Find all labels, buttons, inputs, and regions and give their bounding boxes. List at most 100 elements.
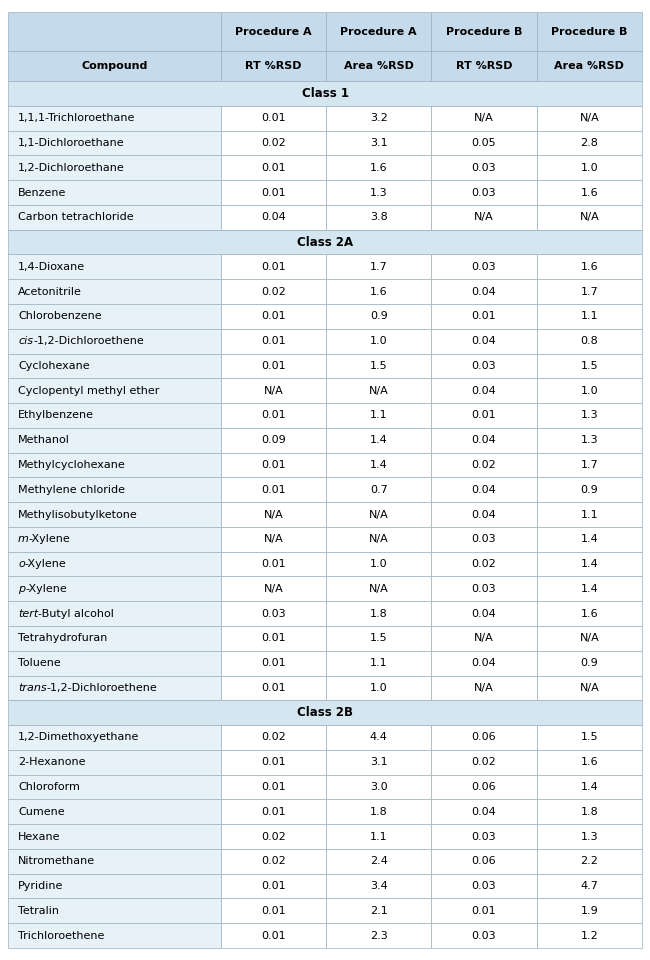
Bar — [220, 899, 326, 924]
Bar — [537, 204, 642, 229]
Text: 1.4: 1.4 — [580, 782, 598, 792]
Bar — [432, 378, 537, 403]
Bar — [8, 353, 220, 378]
Text: 1.7: 1.7 — [370, 262, 387, 272]
Bar — [220, 452, 326, 477]
Bar — [432, 576, 537, 601]
Bar — [220, 204, 326, 229]
Text: 1.3: 1.3 — [580, 411, 598, 420]
Bar — [537, 452, 642, 477]
Bar — [326, 51, 432, 81]
Text: 0.03: 0.03 — [472, 584, 497, 594]
Bar — [326, 279, 432, 304]
Bar — [432, 403, 537, 428]
Text: 0.03: 0.03 — [472, 535, 497, 544]
Bar — [432, 899, 537, 924]
Bar — [537, 304, 642, 328]
Text: 0.06: 0.06 — [472, 856, 497, 866]
Bar — [8, 328, 220, 353]
Text: Procedure A: Procedure A — [235, 27, 311, 36]
Text: N/A: N/A — [369, 535, 389, 544]
Text: N/A: N/A — [474, 634, 494, 643]
Text: Procedure A: Procedure A — [341, 27, 417, 36]
Bar — [8, 156, 220, 180]
Bar — [220, 51, 326, 81]
Bar — [432, 131, 537, 156]
Bar — [326, 576, 432, 601]
Text: 1.8: 1.8 — [580, 806, 598, 817]
Text: N/A: N/A — [579, 634, 599, 643]
Text: 1.1: 1.1 — [370, 831, 387, 842]
Bar — [432, 725, 537, 750]
Text: Cyclohexane: Cyclohexane — [18, 361, 90, 371]
Bar — [220, 849, 326, 874]
Bar — [432, 51, 537, 81]
Text: Chloroform: Chloroform — [18, 782, 80, 792]
Bar — [8, 81, 642, 106]
Bar — [220, 502, 326, 527]
Text: 1.9: 1.9 — [580, 906, 598, 916]
Bar — [432, 204, 537, 229]
Text: 0.04: 0.04 — [472, 510, 497, 519]
Bar — [220, 651, 326, 676]
Bar — [537, 899, 642, 924]
Text: 0.01: 0.01 — [261, 361, 285, 371]
Bar — [537, 12, 642, 51]
Bar — [8, 924, 220, 948]
Bar — [326, 378, 432, 403]
Text: 1,2-Dimethoxyethane: 1,2-Dimethoxyethane — [18, 732, 139, 742]
Text: 1.4: 1.4 — [370, 435, 387, 445]
Text: -1,2-Dichloroethene: -1,2-Dichloroethene — [33, 336, 144, 347]
Bar — [432, 156, 537, 180]
Bar — [432, 676, 537, 700]
Text: N/A: N/A — [263, 386, 283, 396]
Bar — [326, 428, 432, 452]
Bar — [537, 254, 642, 279]
Bar — [432, 477, 537, 502]
Bar — [8, 601, 220, 626]
Bar — [326, 328, 432, 353]
Bar — [8, 651, 220, 676]
Bar — [432, 254, 537, 279]
Text: 0.02: 0.02 — [261, 138, 285, 148]
Text: 1.4: 1.4 — [370, 460, 387, 470]
Bar — [8, 180, 220, 204]
Text: Cyclopentyl methyl ether: Cyclopentyl methyl ether — [18, 386, 159, 396]
Text: N/A: N/A — [263, 535, 283, 544]
Text: 2.8: 2.8 — [580, 138, 598, 148]
Text: N/A: N/A — [579, 212, 599, 223]
Text: 0.03: 0.03 — [472, 187, 497, 198]
Text: 0.9: 0.9 — [580, 485, 598, 494]
Text: 0.05: 0.05 — [472, 138, 497, 148]
Text: 0.01: 0.01 — [261, 659, 285, 668]
Text: Class 1: Class 1 — [302, 87, 348, 100]
Bar — [537, 477, 642, 502]
Bar — [432, 304, 537, 328]
Bar — [537, 800, 642, 824]
Bar — [326, 106, 432, 131]
Text: 0.01: 0.01 — [261, 311, 285, 322]
Text: 1.5: 1.5 — [370, 361, 387, 371]
Bar — [326, 204, 432, 229]
Bar — [8, 131, 220, 156]
Bar — [326, 452, 432, 477]
Bar — [220, 378, 326, 403]
Bar — [537, 403, 642, 428]
Text: 3.1: 3.1 — [370, 757, 387, 767]
Text: 1.4: 1.4 — [580, 535, 598, 544]
Bar — [432, 601, 537, 626]
Text: 1.4: 1.4 — [580, 584, 598, 594]
Bar — [432, 428, 537, 452]
Bar — [220, 924, 326, 948]
Bar — [220, 180, 326, 204]
Text: m: m — [18, 535, 29, 544]
Text: Methylisobutylketone: Methylisobutylketone — [18, 510, 138, 519]
Text: 0.01: 0.01 — [261, 163, 285, 173]
Bar — [432, 502, 537, 527]
Bar — [537, 824, 642, 849]
Bar — [537, 651, 642, 676]
Bar — [537, 750, 642, 775]
Bar — [8, 576, 220, 601]
Bar — [8, 874, 220, 899]
Text: 3.0: 3.0 — [370, 782, 387, 792]
